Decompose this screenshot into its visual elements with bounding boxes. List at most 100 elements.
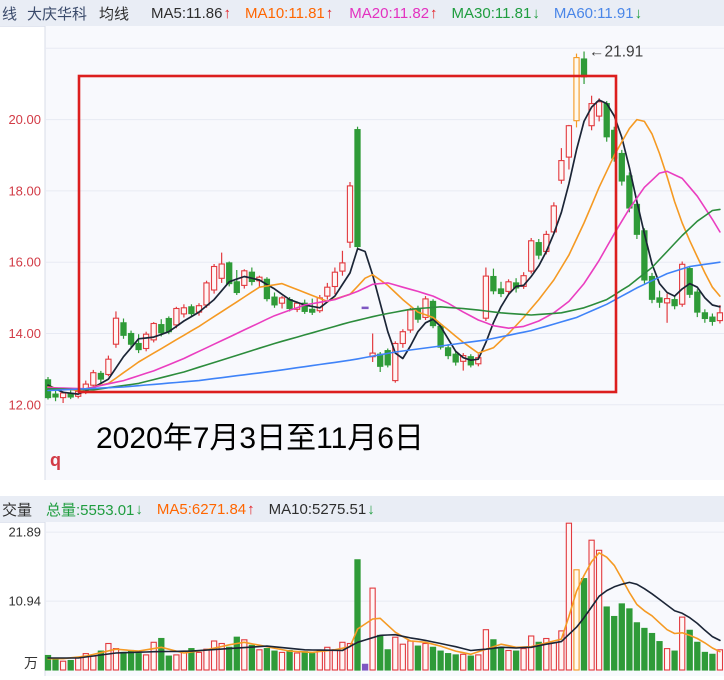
candle[interactable]	[694, 289, 701, 318]
volume-bar[interactable]	[82, 653, 89, 671]
candle[interactable]	[180, 304, 188, 318]
candle[interactable]	[52, 389, 59, 402]
volume-bar[interactable]	[550, 642, 557, 671]
candle[interactable]	[278, 296, 286, 309]
candle[interactable]	[595, 98, 603, 122]
volume-bar[interactable]	[210, 640, 218, 671]
candle[interactable]	[173, 306, 180, 329]
candle[interactable]	[188, 304, 195, 317]
volume-bar[interactable]	[150, 641, 157, 671]
volume-bar[interactable]	[460, 653, 467, 671]
price-plot-background[interactable]	[45, 26, 724, 480]
volume-bar[interactable]	[135, 653, 142, 671]
volume-bar[interactable]	[278, 651, 286, 671]
volume-bar[interactable]	[369, 587, 376, 671]
volume-bar[interactable]	[422, 642, 429, 671]
candle[interactable]	[263, 277, 271, 302]
candle[interactable]	[648, 272, 656, 304]
candle[interactable]	[105, 355, 112, 377]
volume-bar[interactable]	[528, 635, 535, 671]
volume-bar[interactable]	[309, 653, 316, 671]
volume-bar[interactable]	[535, 641, 542, 671]
candle[interactable]	[535, 239, 542, 260]
volume-bar[interactable]	[241, 639, 248, 671]
candle[interactable]	[135, 334, 142, 354]
candle[interactable]	[407, 307, 414, 333]
candle[interactable]	[120, 318, 127, 339]
candle[interactable]	[150, 322, 157, 343]
volume-bar[interactable]	[59, 660, 67, 671]
volume-bar[interactable]	[165, 655, 172, 671]
candle[interactable]	[142, 331, 150, 352]
volume-bar[interactable]	[648, 632, 656, 671]
volume-bar[interactable]	[694, 641, 701, 671]
volume-bar[interactable]	[497, 646, 505, 671]
volume-bar[interactable]	[595, 549, 603, 671]
volume-bar[interactable]	[112, 648, 120, 671]
volume-bar[interactable]	[67, 659, 74, 671]
volume-bar[interactable]	[339, 641, 346, 671]
volume-bar[interactable]	[331, 649, 339, 671]
volume-bar[interactable]	[173, 654, 180, 671]
volume-bar[interactable]	[716, 649, 724, 671]
volume-bar[interactable]	[354, 559, 361, 671]
volume-bar[interactable]	[512, 650, 520, 671]
candle[interactable]	[565, 124, 573, 170]
volume-bar[interactable]	[90, 655, 97, 671]
candle[interactable]	[301, 299, 308, 314]
volume-bar[interactable]	[97, 650, 105, 671]
volume-bar[interactable]	[105, 642, 112, 671]
volume-bar[interactable]	[142, 654, 150, 671]
volume-bar[interactable]	[437, 650, 444, 671]
candle[interactable]	[490, 268, 497, 295]
volume-bar[interactable]	[407, 640, 414, 671]
candle[interactable]	[558, 148, 565, 184]
volume-bar[interactable]	[120, 651, 127, 671]
volume-bar[interactable]	[709, 653, 716, 671]
volume-bar[interactable]	[558, 630, 565, 671]
candle[interactable]	[384, 348, 391, 368]
volume-bar[interactable]	[256, 649, 263, 671]
candle[interactable]	[210, 264, 218, 294]
volume-bar[interactable]	[392, 636, 399, 671]
volume-bar[interactable]	[316, 650, 323, 671]
volume-bar[interactable]	[618, 603, 625, 671]
volume-bar[interactable]	[203, 648, 210, 671]
volume-bar[interactable]	[467, 655, 474, 671]
candle[interactable]	[497, 281, 505, 298]
volume-bar[interactable]	[263, 648, 271, 671]
candle[interactable]	[452, 351, 459, 366]
volume-bar[interactable]	[271, 650, 278, 671]
candle[interactable]	[331, 267, 339, 295]
volume-bar[interactable]	[490, 639, 497, 671]
candle[interactable]	[701, 309, 709, 323]
volume-bar[interactable]	[248, 644, 256, 671]
volume-bar[interactable]	[588, 539, 595, 671]
candle[interactable]	[686, 266, 693, 298]
volume-bar[interactable]	[626, 608, 633, 671]
volume-bar[interactable]	[195, 651, 203, 671]
volume-bar[interactable]	[663, 648, 671, 671]
volume-bar[interactable]	[233, 636, 240, 671]
volume-bar[interactable]	[679, 616, 686, 671]
candle[interactable]	[218, 252, 225, 283]
candle[interactable]	[127, 330, 135, 347]
candle[interactable]	[354, 126, 361, 250]
candle[interactable]	[618, 149, 625, 186]
volume-bar[interactable]	[286, 649, 293, 671]
volume-bar[interactable]	[361, 663, 369, 671]
volume-bar[interactable]	[127, 649, 135, 671]
volume-bar[interactable]	[505, 649, 512, 671]
volume-bar[interactable]	[452, 654, 459, 671]
volume-bar[interactable]	[701, 651, 709, 671]
candle[interactable]	[97, 370, 105, 383]
candle[interactable]	[399, 329, 406, 348]
volume-bar[interactable]	[52, 659, 59, 671]
candle[interactable]	[671, 296, 678, 310]
candle[interactable]	[346, 182, 354, 248]
volume-bar[interactable]	[414, 645, 422, 671]
volume-bar[interactable]	[399, 643, 406, 671]
volume-bar[interactable]	[543, 637, 550, 671]
volume-bar[interactable]	[580, 578, 588, 671]
candle[interactable]	[112, 311, 120, 348]
